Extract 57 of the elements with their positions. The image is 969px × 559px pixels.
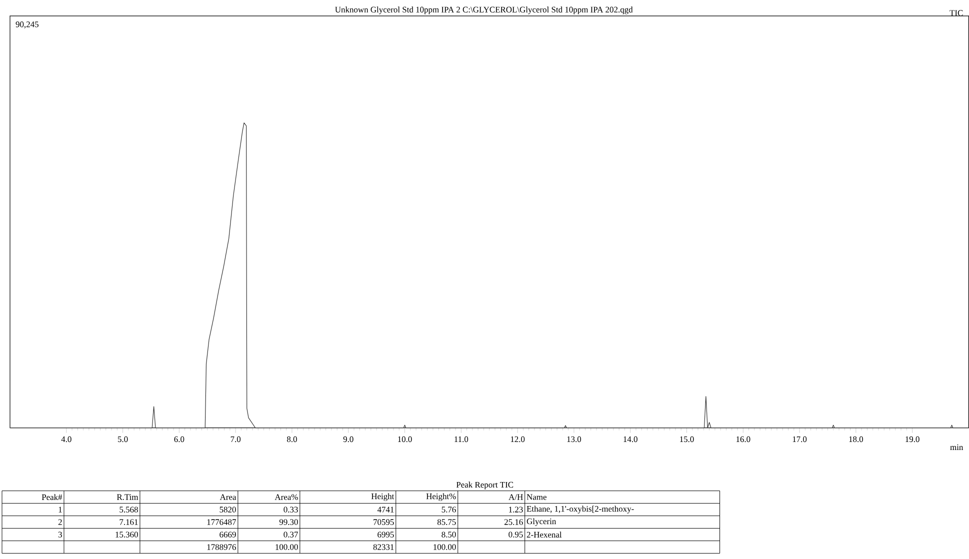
text: 0.33	[284, 506, 298, 513]
x-tick-label: 12.0	[510, 436, 525, 442]
text: 15.360	[116, 532, 138, 538]
x-tick-label: 8.0	[287, 436, 297, 442]
text: 5.76	[442, 506, 456, 513]
text: Area	[220, 494, 236, 500]
text: 100.00	[434, 544, 456, 550]
x-tick-label: 13.0	[567, 436, 582, 442]
x-axis-title: min	[950, 444, 964, 450]
text: Area%	[274, 494, 298, 500]
text: 2-Hexenal	[526, 532, 562, 538]
x-tick-label: 6.0	[174, 436, 184, 442]
text: 0.95	[508, 532, 523, 538]
text: 3	[58, 532, 62, 538]
text: 7.161	[120, 519, 138, 526]
text: 90,245	[16, 22, 38, 29]
text: Glycerin	[526, 518, 556, 526]
text: 8.50	[442, 532, 456, 538]
text: TIC	[950, 10, 963, 16]
text: 5820	[220, 506, 236, 513]
x-tick-label: 4.0	[61, 436, 72, 442]
text: A/H	[508, 494, 523, 500]
text: Height%	[426, 493, 456, 502]
x-tick-label: 7.0	[230, 436, 241, 442]
text: 5.568	[120, 506, 138, 513]
x-tick-label: 10.0	[398, 436, 412, 442]
text: Name	[526, 494, 546, 500]
x-tick-label: 18.0	[849, 436, 863, 442]
text: 82331	[373, 544, 394, 550]
text: 100.00	[276, 544, 298, 550]
x-tick-label: 11.0	[454, 436, 468, 442]
text: 70595	[374, 519, 394, 526]
x-tick-label: 16.0	[736, 436, 750, 442]
text: Peak Report TIC	[456, 482, 514, 490]
text: 1	[58, 506, 62, 512]
text: 25.16	[504, 519, 523, 526]
text: 1788976	[207, 544, 236, 550]
text: Peak#	[42, 494, 62, 500]
text: 85.75	[437, 519, 456, 526]
text: 6995	[378, 532, 394, 538]
text: 1.23	[509, 506, 523, 513]
x-tick-label: 15.0	[680, 436, 694, 442]
x-tick-label: 17.0	[792, 436, 807, 442]
text: 2	[58, 519, 62, 525]
x-tick-label: 19.0	[906, 436, 920, 442]
text: 1776487	[207, 519, 236, 526]
x-tick-label: 9.0	[343, 436, 354, 442]
text: Height	[371, 493, 394, 502]
text: 4741	[377, 506, 394, 512]
text: Ethane, 1,1'-oxybis[2-methoxy-	[526, 506, 634, 514]
text: 0.37	[284, 532, 298, 538]
chart-title: Unknown Glycerol Std 10ppm IPA 2 C:\GLYCEROL\Glycerol Std 10ppm IPA 202.qgd	[335, 6, 633, 14]
text: 6669	[220, 532, 236, 538]
x-tick-label: 14.0	[624, 436, 638, 442]
text: R.Tim	[116, 494, 138, 500]
text: 99.30	[279, 519, 298, 526]
x-tick-label: 5.0	[118, 436, 128, 442]
